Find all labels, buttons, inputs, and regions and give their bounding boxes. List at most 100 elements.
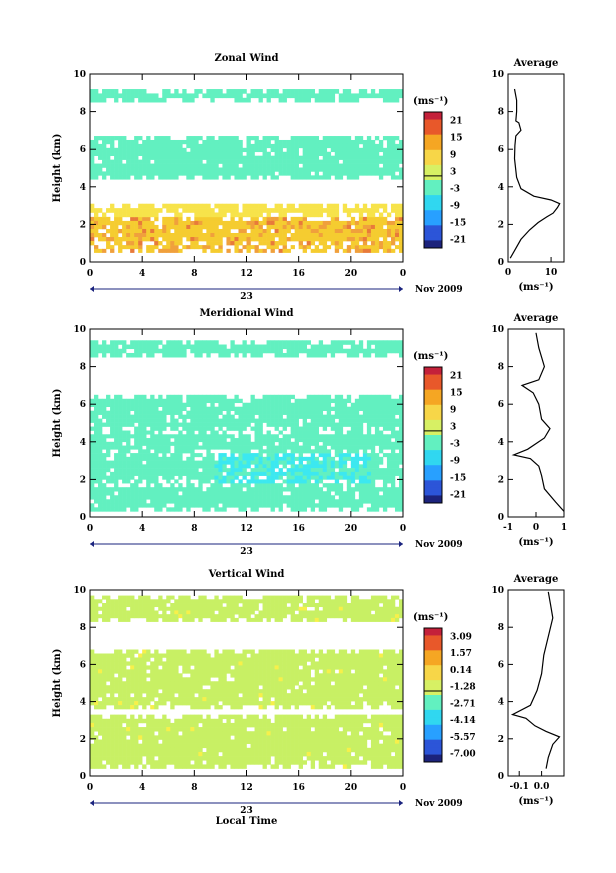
data-cell <box>218 487 223 492</box>
data-cell <box>138 743 143 749</box>
data-cell <box>350 155 356 160</box>
data-cell <box>326 410 332 415</box>
data-cell <box>162 89 167 94</box>
data-cell <box>158 503 163 508</box>
data-cell <box>306 471 311 476</box>
data-cell <box>138 503 143 508</box>
data-cell <box>206 139 211 145</box>
data-cell <box>206 751 211 757</box>
data-cell <box>190 756 195 761</box>
data-cell <box>310 203 316 209</box>
data-cell <box>342 735 348 740</box>
data-cell <box>398 468 404 473</box>
data-cell <box>126 499 131 504</box>
data-cell <box>366 410 372 415</box>
data-cell <box>226 751 231 757</box>
data-cell <box>102 212 107 218</box>
y-axis-label: Height (km) <box>52 389 63 458</box>
data-cell <box>198 228 203 234</box>
data-cell <box>358 147 364 153</box>
data-cell <box>186 743 191 749</box>
data-cell <box>262 139 267 145</box>
data-cell <box>366 438 372 443</box>
data-cell <box>178 464 183 469</box>
data-cell <box>122 224 127 230</box>
data-cell <box>146 139 151 145</box>
data-cell <box>250 398 255 404</box>
data-cell <box>206 445 211 450</box>
data-cell <box>190 348 195 354</box>
data-cell <box>378 394 384 400</box>
data-cell <box>182 438 187 443</box>
data-cell <box>282 237 287 242</box>
data-cell <box>298 398 303 404</box>
data-cell <box>210 155 215 160</box>
data-cell <box>162 453 167 458</box>
data-cell <box>382 743 388 749</box>
data-cell <box>178 203 183 209</box>
data-cell <box>126 743 131 749</box>
data-cell <box>118 171 123 176</box>
data-cell <box>322 237 328 242</box>
data-cell <box>394 722 400 728</box>
data-cell <box>142 418 147 423</box>
data-cell <box>250 171 255 176</box>
data-cell <box>202 406 207 411</box>
data-cell <box>366 139 372 145</box>
data-cell <box>126 139 131 145</box>
colorbar-swatch <box>424 210 442 215</box>
data-cell <box>342 159 348 164</box>
data-cell <box>98 479 103 484</box>
data-cell <box>330 487 336 492</box>
data-cell <box>354 743 360 749</box>
data-cell <box>390 228 396 234</box>
data-cell <box>238 248 243 253</box>
data-cell <box>254 499 259 504</box>
data-cell <box>162 735 167 740</box>
data-cell <box>346 756 352 761</box>
data-cell <box>326 475 332 480</box>
data-cell <box>110 139 115 145</box>
data-cell <box>354 735 360 740</box>
data-cell <box>114 159 119 164</box>
data-cell <box>194 212 199 218</box>
data-cell <box>398 747 404 753</box>
data-cell <box>210 97 215 103</box>
data-cell <box>266 97 271 103</box>
data-cell <box>270 245 275 250</box>
data-cell <box>366 468 372 473</box>
data-cell <box>166 422 171 427</box>
data-cell <box>174 228 179 234</box>
data-cell <box>358 487 364 492</box>
data-cell <box>238 430 243 435</box>
data-cell <box>390 718 396 724</box>
data-cell <box>122 422 127 427</box>
data-cell <box>90 167 95 172</box>
data-cell <box>114 163 119 168</box>
data-cell <box>226 471 231 476</box>
data-cell <box>158 348 163 354</box>
data-cell <box>246 208 251 213</box>
data-cell <box>230 171 235 176</box>
data-cell <box>202 93 207 99</box>
data-cell <box>334 479 340 484</box>
y-tick-label: 6 <box>80 145 86 155</box>
data-cell <box>366 228 372 234</box>
data-cell <box>370 143 376 149</box>
data-cell <box>166 248 171 253</box>
data-cell <box>310 438 316 443</box>
data-cell <box>338 441 344 446</box>
data-cell <box>274 175 279 180</box>
data-cell <box>122 430 127 435</box>
data-cell <box>230 136 235 141</box>
data-cell <box>306 220 311 226</box>
data-cell <box>326 456 332 461</box>
data-cell <box>230 237 235 242</box>
data-cell <box>90 147 95 153</box>
data-cell <box>270 241 275 246</box>
data-cell <box>350 471 356 476</box>
data-cell <box>302 491 307 496</box>
data-cell <box>154 402 159 408</box>
data-cell <box>362 479 368 484</box>
data-cell <box>270 727 275 732</box>
